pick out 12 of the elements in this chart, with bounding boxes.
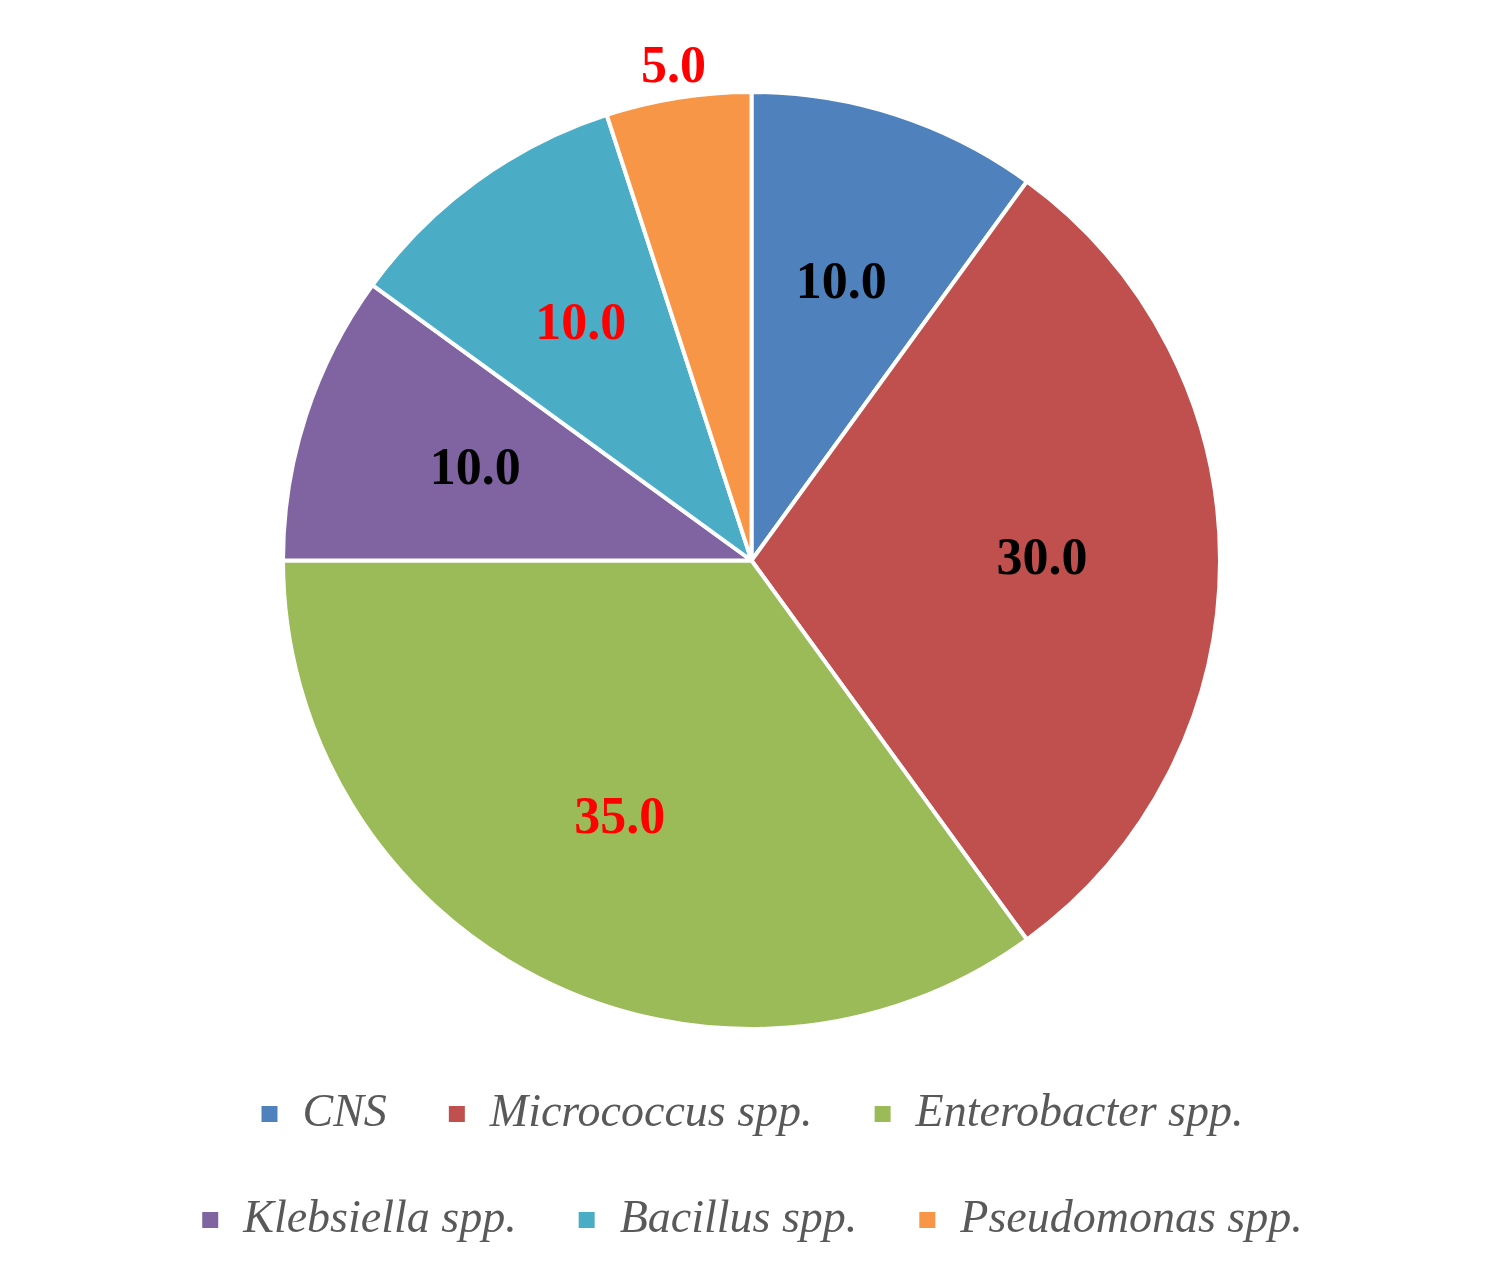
data-label: 30.0	[996, 527, 1088, 585]
data-label: 5.0	[641, 35, 707, 93]
data-label: 10.0	[429, 438, 521, 496]
legend-label: Bacillus spp.	[619, 1191, 858, 1243]
legend-label: Klebsiella spp.	[242, 1191, 517, 1243]
legend-label: CNS	[302, 1085, 387, 1137]
legend-label: Pseudomonas spp.	[959, 1191, 1303, 1243]
data-label: 10.0	[795, 251, 887, 309]
legend-label: Micrococcus spp.	[488, 1085, 813, 1137]
data-label: 10.0	[535, 292, 627, 350]
legend-label: Enterobacter spp.	[914, 1085, 1244, 1137]
data-label: 35.0	[574, 786, 666, 844]
